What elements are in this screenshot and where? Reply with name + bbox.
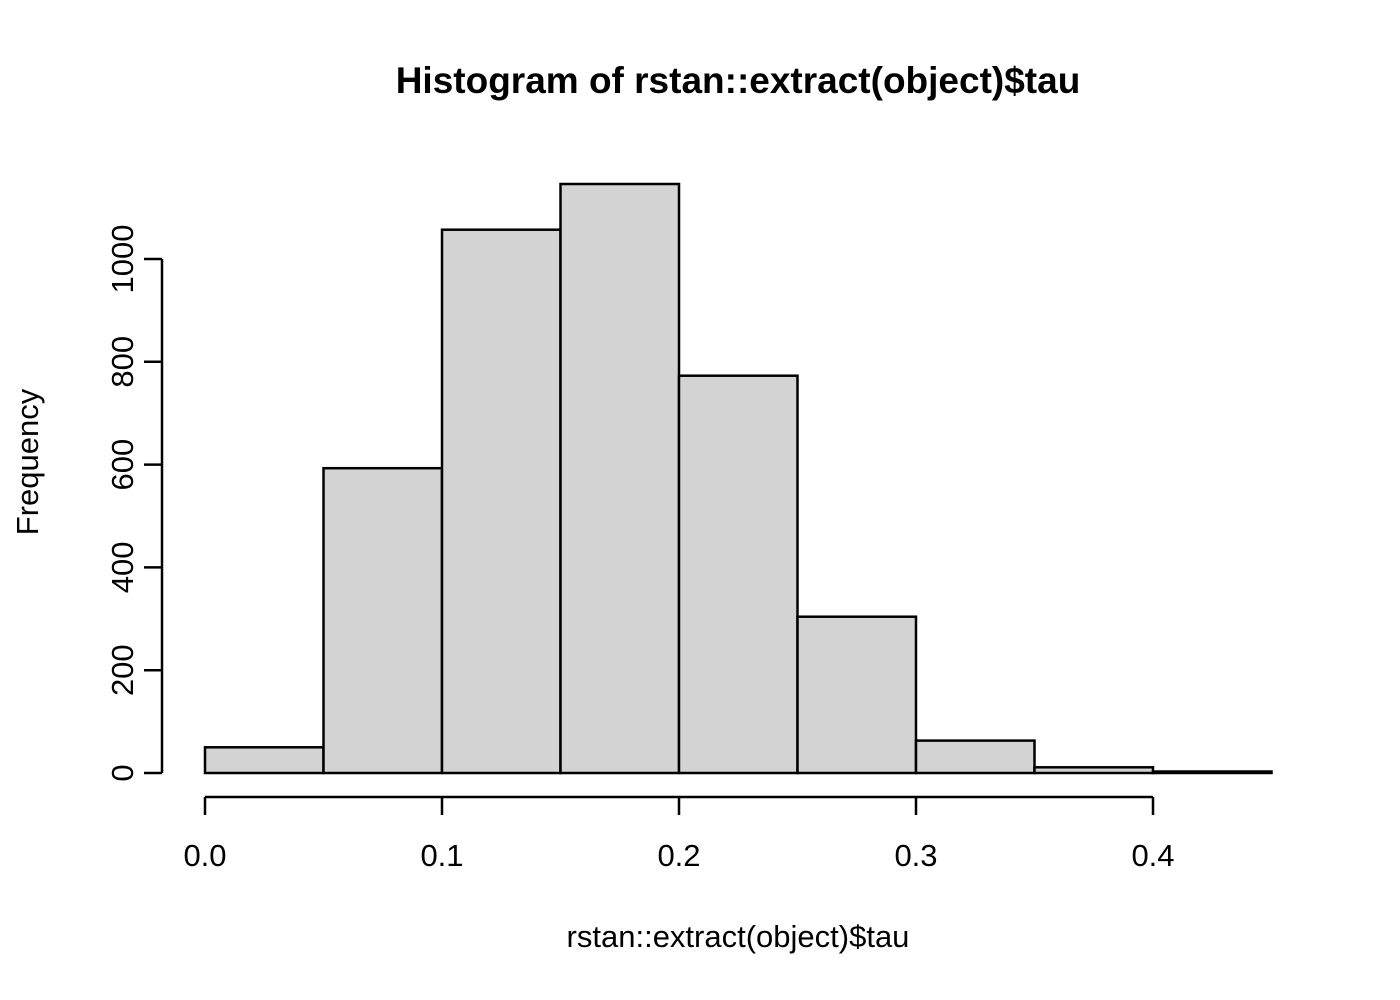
x-tick-label: 0.0: [183, 838, 226, 873]
chart-title: Histogram of rstan::extract(object)$tau: [396, 60, 1081, 101]
histogram-bar: [796, 615, 918, 775]
y-tick-label: 600: [105, 439, 140, 491]
histogram-bar: [677, 374, 799, 775]
histogram-bar: [1033, 766, 1155, 775]
histogram-bar: [322, 466, 444, 775]
y-axis: 0 200 400 600 800 1000: [105, 225, 164, 782]
y-axis-label: Frequency: [10, 388, 45, 535]
histogram-bar: [440, 228, 562, 775]
x-axis-label: rstan::extract(object)$tau: [567, 919, 910, 954]
x-tick-label: 0.3: [894, 838, 937, 873]
histogram-bar: [203, 746, 325, 775]
histogram-bar: [1151, 770, 1273, 775]
histogram-bar: [914, 739, 1036, 775]
x-tick-label: 0.2: [657, 838, 700, 873]
x-tick-label: 0.1: [420, 838, 463, 873]
x-tick-label: 0.4: [1131, 838, 1174, 873]
y-tick-label: 400: [105, 542, 140, 594]
y-tick-label: 0: [105, 764, 140, 781]
x-axis: 0.0 0.1 0.2 0.3 0.4: [183, 795, 1175, 873]
y-tick-label: 200: [105, 644, 140, 696]
bars-group: [203, 182, 1273, 775]
y-tick-label: 1000: [105, 225, 140, 294]
y-tick-label: 800: [105, 336, 140, 388]
histogram-bar: [559, 182, 681, 775]
